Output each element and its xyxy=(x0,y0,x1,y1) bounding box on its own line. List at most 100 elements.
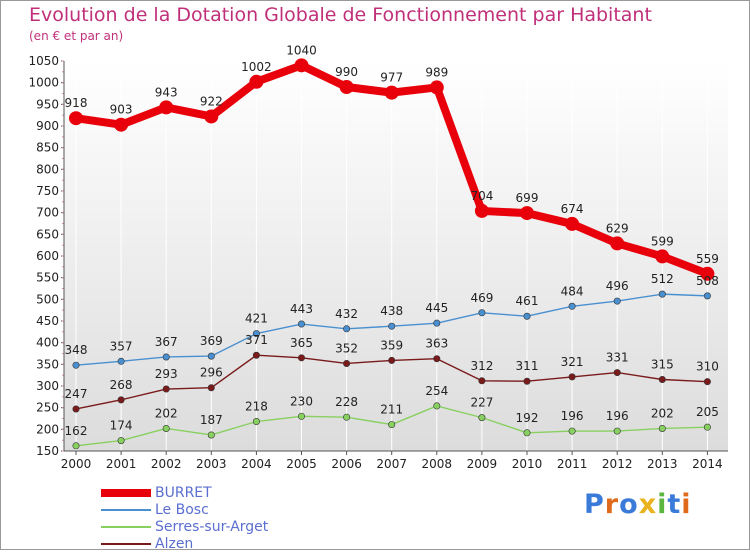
data-label-Serres-sur-Arget: 187 xyxy=(200,413,223,427)
point-Alzen-2009 xyxy=(478,377,486,385)
x-tick-label: 2000 xyxy=(61,457,92,471)
y-tick-label: 150 xyxy=(36,444,59,458)
point-Le Bosc-2010 xyxy=(523,312,531,320)
point-BURRET-2014 xyxy=(700,266,715,281)
data-label-Alzen: 331 xyxy=(606,351,629,365)
point-Alzen-2012 xyxy=(613,369,621,377)
data-label-BURRET: 990 xyxy=(335,65,358,79)
point-BURRET-2004 xyxy=(249,74,264,89)
legend-swatch xyxy=(101,489,151,497)
point-Le Bosc-2001 xyxy=(117,357,125,365)
x-tick-label: 2011 xyxy=(557,457,588,471)
point-Alzen-2001 xyxy=(117,396,125,404)
data-label-Alzen: 371 xyxy=(245,333,268,347)
point-Le Bosc-2013 xyxy=(658,290,666,298)
point-Le Bosc-2007 xyxy=(388,322,396,330)
data-label-Le Bosc: 348 xyxy=(65,343,88,357)
x-tick-label: 2012 xyxy=(602,457,633,471)
data-label-Serres-sur-Arget: 230 xyxy=(290,394,313,408)
data-label-BURRET: 918 xyxy=(65,96,88,110)
data-label-BURRET: 977 xyxy=(380,71,403,85)
data-label-Le Bosc: 438 xyxy=(380,304,403,318)
x-tick-label: 2004 xyxy=(241,457,272,471)
point-Serres-sur-Arget-2009 xyxy=(478,414,486,422)
data-label-BURRET: 903 xyxy=(110,103,133,117)
point-BURRET-2012 xyxy=(610,236,625,251)
legend-swatch xyxy=(101,526,151,528)
legend-label: Alzen xyxy=(155,536,194,552)
point-Alzen-2000 xyxy=(72,405,80,413)
data-label-Le Bosc: 469 xyxy=(470,291,493,305)
y-tick-label: 1050 xyxy=(28,54,59,68)
point-Alzen-2004 xyxy=(252,351,260,359)
y-tick-label: 550 xyxy=(36,271,59,285)
data-label-BURRET: 699 xyxy=(516,191,539,205)
y-tick-label: 850 xyxy=(36,141,59,155)
point-Alzen-2008 xyxy=(433,355,441,363)
legend-label: Le Bosc xyxy=(155,502,209,518)
data-label-Serres-sur-Arget: 228 xyxy=(335,395,358,409)
logo-letter: o xyxy=(619,489,639,520)
x-tick-label: 2002 xyxy=(151,457,182,471)
data-label-Alzen: 365 xyxy=(290,336,313,350)
point-Alzen-2003 xyxy=(207,384,215,392)
point-Serres-sur-Arget-2006 xyxy=(343,413,351,421)
data-label-BURRET: 1002 xyxy=(241,60,272,74)
logo-letter: P xyxy=(584,489,605,520)
data-label-Le Bosc: 445 xyxy=(425,301,448,315)
x-tick-label: 2009 xyxy=(467,457,498,471)
y-tick-label: 600 xyxy=(36,249,59,263)
point-BURRET-2003 xyxy=(204,109,219,124)
y-tick-label: 650 xyxy=(36,227,59,241)
x-tick-label: 2010 xyxy=(512,457,543,471)
data-label-Serres-sur-Arget: 202 xyxy=(155,406,178,420)
data-label-Serres-sur-Arget: 205 xyxy=(696,405,719,419)
x-tick-label: 2007 xyxy=(376,457,407,471)
y-tick-label: 700 xyxy=(36,206,59,220)
data-label-Serres-sur-Arget: 227 xyxy=(470,396,493,410)
point-Alzen-2010 xyxy=(523,377,531,385)
data-label-Serres-sur-Arget: 202 xyxy=(651,406,674,420)
point-BURRET-2002 xyxy=(159,100,174,115)
x-tick-label: 2005 xyxy=(286,457,317,471)
logo-letter: t xyxy=(667,489,682,520)
data-label-Serres-sur-Arget: 174 xyxy=(110,419,133,433)
point-Alzen-2007 xyxy=(388,356,396,364)
point-Serres-sur-Arget-2007 xyxy=(388,421,396,429)
point-Serres-sur-Arget-2000 xyxy=(72,442,80,450)
data-label-Alzen: 321 xyxy=(561,355,584,369)
data-label-BURRET: 674 xyxy=(561,202,584,216)
point-BURRET-2001 xyxy=(114,117,129,132)
data-label-Serres-sur-Arget: 196 xyxy=(606,409,629,423)
data-label-Le Bosc: 357 xyxy=(110,339,133,353)
x-tick-label: 2008 xyxy=(422,457,453,471)
data-label-Serres-sur-Arget: 254 xyxy=(425,384,448,398)
data-label-Le Bosc: 484 xyxy=(561,284,584,298)
legend-label: BURRET xyxy=(155,485,212,501)
x-tick-label: 2003 xyxy=(196,457,227,471)
data-label-BURRET: 989 xyxy=(425,65,448,79)
y-tick-label: 450 xyxy=(36,314,59,328)
point-BURRET-2000 xyxy=(69,111,83,126)
data-label-BURRET: 629 xyxy=(606,221,629,235)
y-tick-label: 900 xyxy=(36,119,59,133)
point-Serres-sur-Arget-2003 xyxy=(207,431,215,439)
y-tick-label: 500 xyxy=(36,292,59,306)
x-tick-label: 2013 xyxy=(647,457,678,471)
data-label-Serres-sur-Arget: 218 xyxy=(245,400,268,414)
point-BURRET-2007 xyxy=(384,85,399,100)
point-Le Bosc-2008 xyxy=(433,319,441,327)
data-label-BURRET: 559 xyxy=(696,252,719,266)
point-Le Bosc-2014 xyxy=(703,292,711,300)
data-label-Le Bosc: 508 xyxy=(696,274,719,288)
data-label-Alzen: 293 xyxy=(155,367,178,381)
data-label-Alzen: 296 xyxy=(200,366,223,380)
data-label-Le Bosc: 496 xyxy=(606,279,629,293)
data-label-Le Bosc: 432 xyxy=(335,307,358,321)
logo-letter: i xyxy=(681,489,692,520)
y-tick-label: 800 xyxy=(36,162,59,176)
legend-swatch xyxy=(101,543,151,545)
data-label-Alzen: 311 xyxy=(516,359,539,373)
legend-swatch xyxy=(101,509,151,511)
point-BURRET-2008 xyxy=(429,80,444,95)
